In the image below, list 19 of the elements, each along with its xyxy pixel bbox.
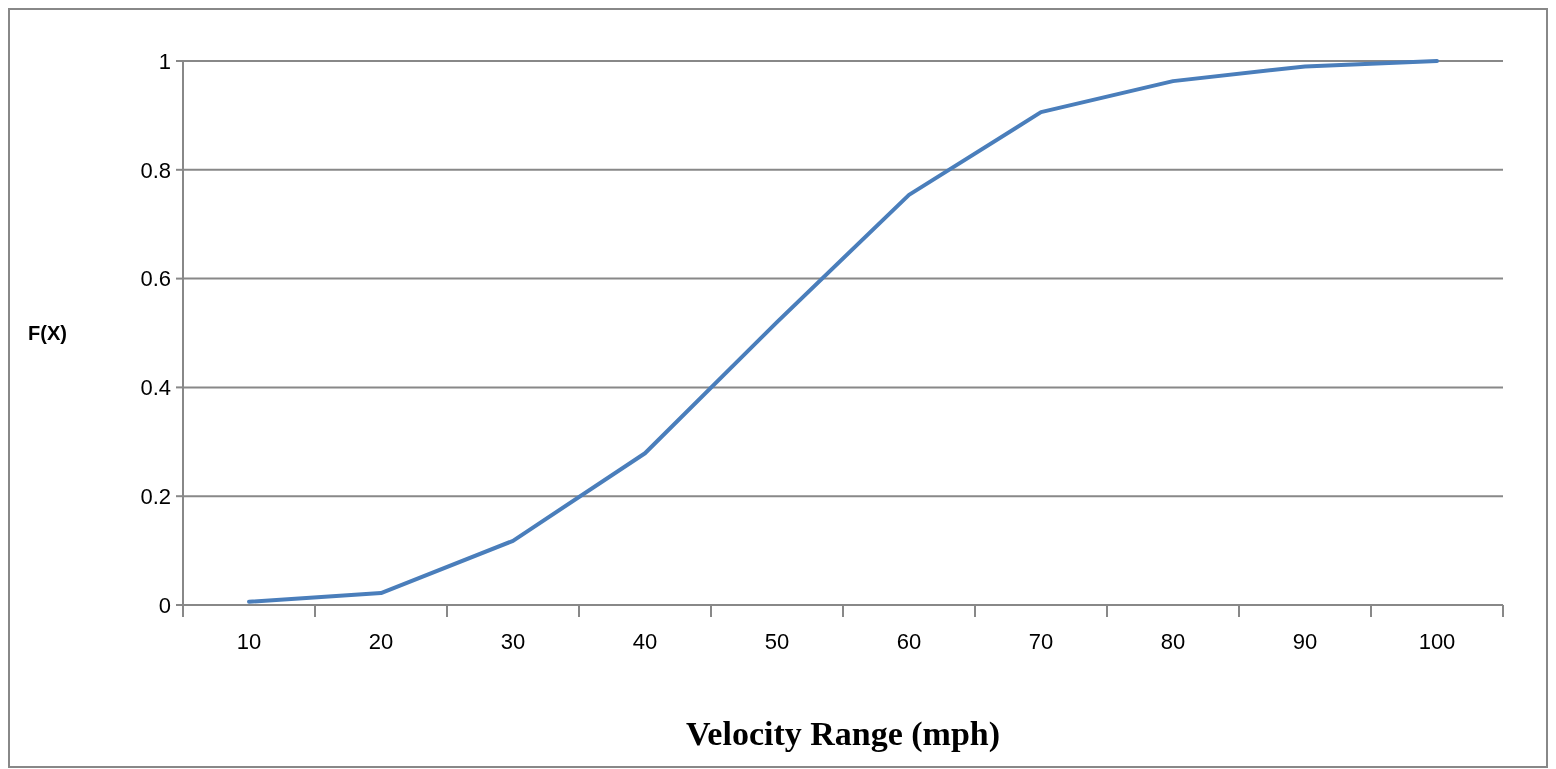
x-tick-label: 50 <box>764 628 790 654</box>
x-tick-label: 20 <box>368 628 394 654</box>
y-tick-label: 0.2 <box>140 483 171 509</box>
x-tick-label: 40 <box>632 628 658 654</box>
x-tick-label: 100 <box>1418 628 1456 654</box>
y-tick-label: 0 <box>158 592 171 618</box>
y-tick-label: 0.8 <box>140 157 171 183</box>
x-axis-title: Velocity Range (mph) <box>685 714 1001 753</box>
y-tick-label: 1 <box>158 48 171 74</box>
x-tick-label: 60 <box>896 628 922 654</box>
x-tick-label: 90 <box>1292 628 1318 654</box>
x-tick-label: 80 <box>1160 628 1186 654</box>
x-tick-label: 70 <box>1028 628 1054 654</box>
y-axis-title: F(X) <box>28 322 67 344</box>
x-tick-label: 10 <box>236 628 262 654</box>
y-tick-label: 0.4 <box>140 375 171 401</box>
y-tick-label: 0.6 <box>140 266 171 292</box>
x-tick-label: 30 <box>500 628 526 654</box>
line-series <box>247 59 1439 604</box>
